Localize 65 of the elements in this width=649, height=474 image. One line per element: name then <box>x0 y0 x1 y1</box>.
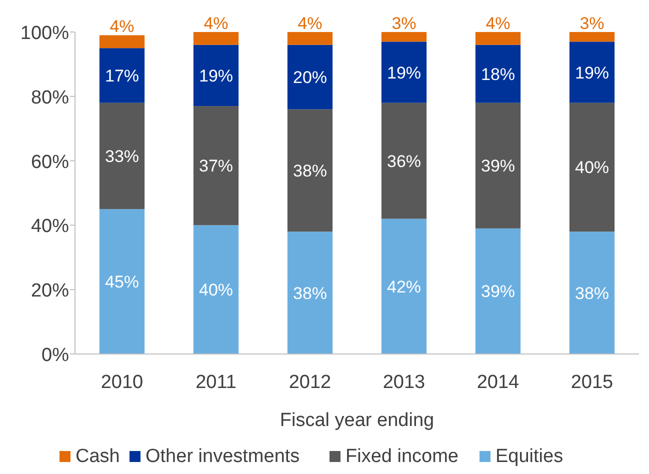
bar <box>99 102 145 210</box>
data-label: 40% <box>574 158 610 178</box>
data-label: 37% <box>198 156 234 176</box>
data-label: 38% <box>292 284 328 303</box>
y-tick-label: 0% <box>42 345 70 366</box>
x-tick-label: 2015 <box>570 372 614 393</box>
data-label: 19% <box>198 66 234 86</box>
legend-label: Equities <box>496 446 564 467</box>
legend-label: Fixed income <box>346 446 458 467</box>
data-label: 3% <box>580 14 604 33</box>
bar <box>569 102 615 232</box>
bar <box>193 32 239 45</box>
data-label: 42% <box>386 277 422 296</box>
bar <box>287 109 333 232</box>
bar <box>569 32 615 42</box>
bar <box>381 42 427 103</box>
bar <box>475 102 521 228</box>
x-tick-label: 2011 <box>196 372 236 393</box>
bar <box>569 232 615 354</box>
bar <box>475 44 521 103</box>
bar <box>381 102 427 219</box>
x-tick-label: 2014 <box>476 372 520 393</box>
data-label: 38% <box>292 161 328 180</box>
data-label: 4% <box>298 14 322 33</box>
bar <box>475 32 521 45</box>
y-tick-label: 20% <box>30 280 70 302</box>
legend-label: Other investments <box>146 446 300 467</box>
bar <box>99 209 145 354</box>
bar <box>381 32 427 42</box>
data-label: 17% <box>104 66 140 86</box>
data-label: 36% <box>386 152 422 171</box>
bar <box>193 106 239 226</box>
y-tick-label: 40% <box>30 216 70 238</box>
data-label: 39% <box>480 156 516 176</box>
data-label: 20% <box>292 68 328 88</box>
data-label: 18% <box>480 64 516 84</box>
data-label: 4% <box>486 14 510 33</box>
x-tick-label: 2010 <box>100 372 144 393</box>
x-tick-label: 2012 <box>288 372 332 393</box>
data-label: 4% <box>110 17 134 36</box>
bar <box>475 228 521 354</box>
y-tick-label: 80% <box>30 87 70 108</box>
bar <box>193 44 239 106</box>
bar <box>99 35 145 48</box>
data-label: 19% <box>386 63 422 82</box>
legend-label: Cash <box>76 446 120 467</box>
data-label: 39% <box>480 282 516 302</box>
bar <box>381 218 427 354</box>
y-tick-label: 60% <box>30 152 70 173</box>
x-axis-title: Fiscal year ending <box>280 410 434 431</box>
data-label: 40% <box>198 280 234 300</box>
bar <box>569 42 615 103</box>
data-label: 4% <box>204 14 228 33</box>
data-label: 3% <box>392 14 416 33</box>
data-label: 33% <box>104 146 140 166</box>
bar <box>99 48 145 103</box>
x-tick-label: 2013 <box>382 372 426 393</box>
data-label: 38% <box>574 284 610 303</box>
data-label: 45% <box>104 272 140 292</box>
bar <box>193 225 239 354</box>
bar <box>287 32 333 45</box>
data-label: 19% <box>574 63 610 82</box>
bar <box>287 44 333 110</box>
y-tick-label: 100% <box>20 23 70 44</box>
bar <box>287 232 333 354</box>
